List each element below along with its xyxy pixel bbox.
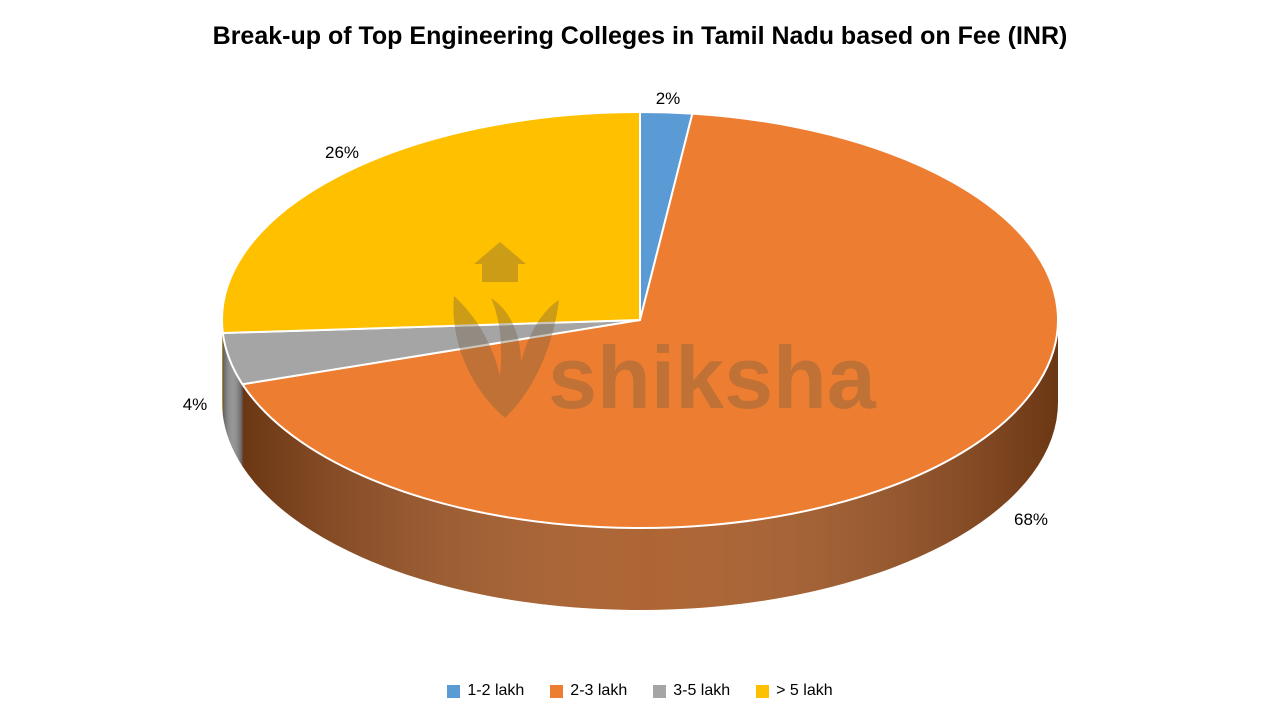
legend-item: 1-2 lakh (447, 682, 524, 700)
chart-legend: 1-2 lakh 2-3 lakh 3-5 lakh > 5 lakh (0, 682, 1280, 700)
pie-data-label: 26% (324, 143, 360, 162)
watermark-text: shiksha (548, 328, 877, 427)
watermark-house-icon (474, 242, 526, 282)
pie-data-label: 68% (1013, 510, 1049, 529)
pie-data-label: 2% (655, 89, 681, 108)
legend-item: 3-5 lakh (653, 682, 730, 700)
legend-label: 3-5 lakh (673, 682, 731, 699)
pie-slice-side (242, 320, 1058, 610)
pie-slice-side (222, 333, 243, 467)
legend-label: > 5 lakh (776, 682, 833, 699)
legend-swatch-icon (447, 684, 461, 698)
watermark: shiksha (453, 242, 877, 427)
legend-label: 1-2 lakh (467, 682, 525, 699)
pie-slice-side (222, 320, 223, 416)
pie-slice (221, 111, 641, 335)
pie-slices (221, 111, 1059, 610)
legend-swatch-icon (756, 684, 770, 698)
legend-swatch-icon (550, 684, 564, 698)
watermark-bird-icon (453, 296, 559, 418)
legend-item: > 5 lakh (756, 682, 833, 700)
pie-slice (241, 112, 1059, 529)
legend-item: 2-3 lakh (550, 682, 627, 700)
legend-swatch-icon (653, 684, 667, 698)
legend-label: 2-3 lakh (570, 682, 628, 699)
pie-data-label: 4% (182, 395, 208, 414)
chart-title: Break-up of Top Engineering Colleges in … (212, 22, 1068, 50)
